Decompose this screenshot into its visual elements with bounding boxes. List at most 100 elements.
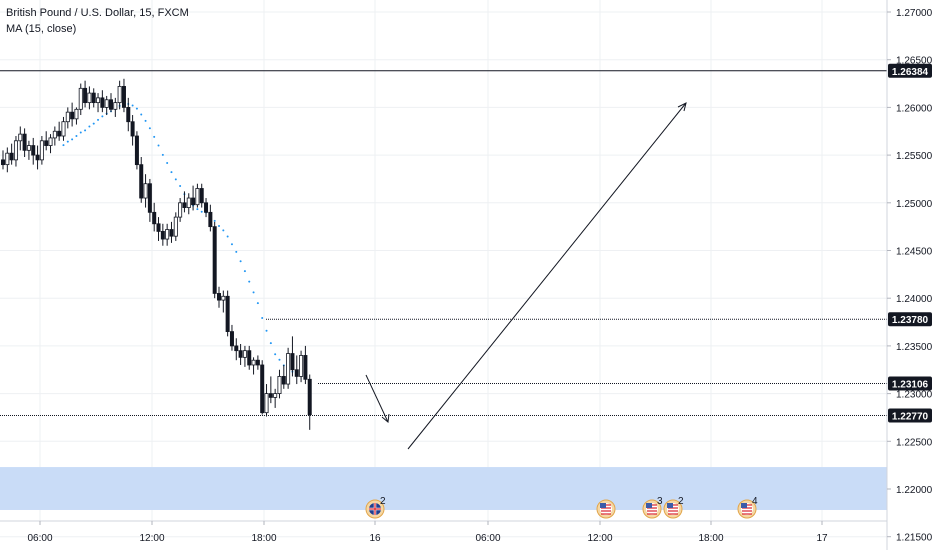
ma-point bbox=[226, 235, 229, 238]
ma-point bbox=[71, 138, 74, 141]
candle-body bbox=[91, 92, 96, 104]
event-count: 2 bbox=[678, 496, 684, 507]
candle-body bbox=[147, 183, 152, 213]
candle-body bbox=[18, 133, 23, 142]
candle bbox=[247, 345, 252, 370]
candle bbox=[264, 384, 269, 417]
candle-body bbox=[216, 293, 221, 301]
ma-point bbox=[252, 291, 255, 294]
candle-body bbox=[143, 183, 148, 199]
candle bbox=[70, 102, 75, 127]
candle-body bbox=[126, 107, 131, 123]
ma-point bbox=[196, 208, 199, 211]
candle bbox=[91, 88, 96, 108]
price-labels: 1.26384 1.23780 1.23106 1.22770 bbox=[888, 63, 932, 423]
candle-body bbox=[48, 137, 53, 146]
price-label-text: 1.26384 bbox=[892, 67, 929, 78]
price-axis[interactable]: 1.27000 1.26500 1.26000 1.25500 1.25000 1.245… bbox=[887, 8, 932, 544]
candle bbox=[126, 97, 131, 132]
x-tick-label: 18:00 bbox=[251, 533, 276, 544]
candle-body bbox=[208, 211, 213, 228]
support-zone[interactable] bbox=[0, 467, 887, 510]
candle bbox=[156, 217, 161, 241]
price-label-box bbox=[888, 376, 932, 391]
candle bbox=[173, 212, 178, 241]
ma-point bbox=[278, 358, 281, 361]
symbol-title[interactable]: British Pound / U.S. Dollar, 15, FXCM bbox=[6, 7, 189, 19]
ma-point bbox=[144, 119, 147, 122]
ma-point bbox=[66, 140, 69, 143]
candle bbox=[152, 202, 157, 232]
candle-body bbox=[113, 102, 118, 110]
candle-body bbox=[104, 99, 109, 108]
price-label-box bbox=[888, 312, 932, 327]
y-tick-label: 1.23500 bbox=[896, 342, 932, 353]
candle bbox=[238, 343, 243, 365]
candle-body bbox=[307, 378, 312, 415]
candle-body bbox=[70, 111, 75, 120]
candle bbox=[143, 174, 148, 208]
down-arrow-head bbox=[381, 413, 390, 423]
candle bbox=[65, 107, 70, 129]
candle-body bbox=[268, 393, 273, 398]
event-marker[interactable] bbox=[596, 499, 616, 519]
candle bbox=[290, 336, 295, 377]
economic-events[interactable]: 2 3 2 4 bbox=[365, 496, 758, 519]
candle bbox=[48, 134, 53, 154]
candle-body bbox=[273, 393, 278, 398]
price-label-text: 1.23780 bbox=[892, 315, 929, 326]
event-marker[interactable]: 2 bbox=[365, 496, 386, 519]
x-tick-label: 16 bbox=[369, 533, 381, 544]
candle bbox=[117, 80, 122, 110]
candle bbox=[286, 347, 291, 389]
ma-point bbox=[161, 153, 164, 156]
y-tick-label: 1.27000 bbox=[896, 8, 932, 19]
candle-body bbox=[182, 202, 187, 208]
candle bbox=[147, 178, 152, 222]
ma-point bbox=[239, 260, 242, 263]
candle bbox=[191, 185, 196, 211]
candle bbox=[35, 145, 40, 170]
candle-body bbox=[152, 211, 157, 225]
candle-body bbox=[65, 111, 70, 123]
ma-point bbox=[140, 113, 143, 116]
candle-body bbox=[9, 152, 14, 161]
us-flag-canton bbox=[741, 503, 747, 508]
candle bbox=[130, 115, 135, 146]
candle-body bbox=[169, 229, 174, 237]
up-arrow[interactable] bbox=[407, 102, 687, 450]
candle-body bbox=[139, 164, 144, 199]
candle-body bbox=[109, 99, 114, 110]
candle-body bbox=[57, 130, 62, 137]
trend-arrows[interactable] bbox=[365, 102, 687, 450]
event-marker[interactable]: 2 bbox=[663, 496, 684, 519]
candle bbox=[113, 97, 118, 117]
candle-body bbox=[281, 376, 286, 385]
candle bbox=[26, 140, 31, 160]
y-tick-label: 1.25000 bbox=[896, 199, 932, 210]
candle bbox=[87, 86, 92, 110]
candle bbox=[104, 95, 109, 116]
ma-point bbox=[170, 171, 173, 174]
candle-body bbox=[165, 229, 170, 240]
down-arrow[interactable] bbox=[365, 374, 389, 423]
candle-body bbox=[13, 140, 18, 161]
candle-body bbox=[121, 86, 126, 108]
candle-body bbox=[78, 87, 83, 110]
candle bbox=[121, 78, 126, 113]
ma-point bbox=[200, 210, 203, 213]
candle bbox=[273, 388, 278, 408]
event-marker[interactable]: 3 bbox=[642, 496, 663, 519]
time-axis[interactable]: 06:00 12:00 18:00 16 06:00 12:00 18:00 17 bbox=[27, 521, 828, 544]
candle bbox=[199, 183, 204, 208]
ma-point bbox=[166, 162, 169, 165]
y-tick-label: 1.22500 bbox=[896, 437, 932, 448]
x-tick-label: 17 bbox=[816, 533, 828, 544]
candle-body bbox=[299, 355, 304, 377]
indicator-label[interactable]: MA (15, close) bbox=[6, 23, 77, 35]
event-count: 3 bbox=[657, 496, 663, 507]
event-marker[interactable]: 4 bbox=[737, 496, 758, 519]
candle-body bbox=[173, 216, 178, 237]
candle bbox=[160, 223, 165, 246]
